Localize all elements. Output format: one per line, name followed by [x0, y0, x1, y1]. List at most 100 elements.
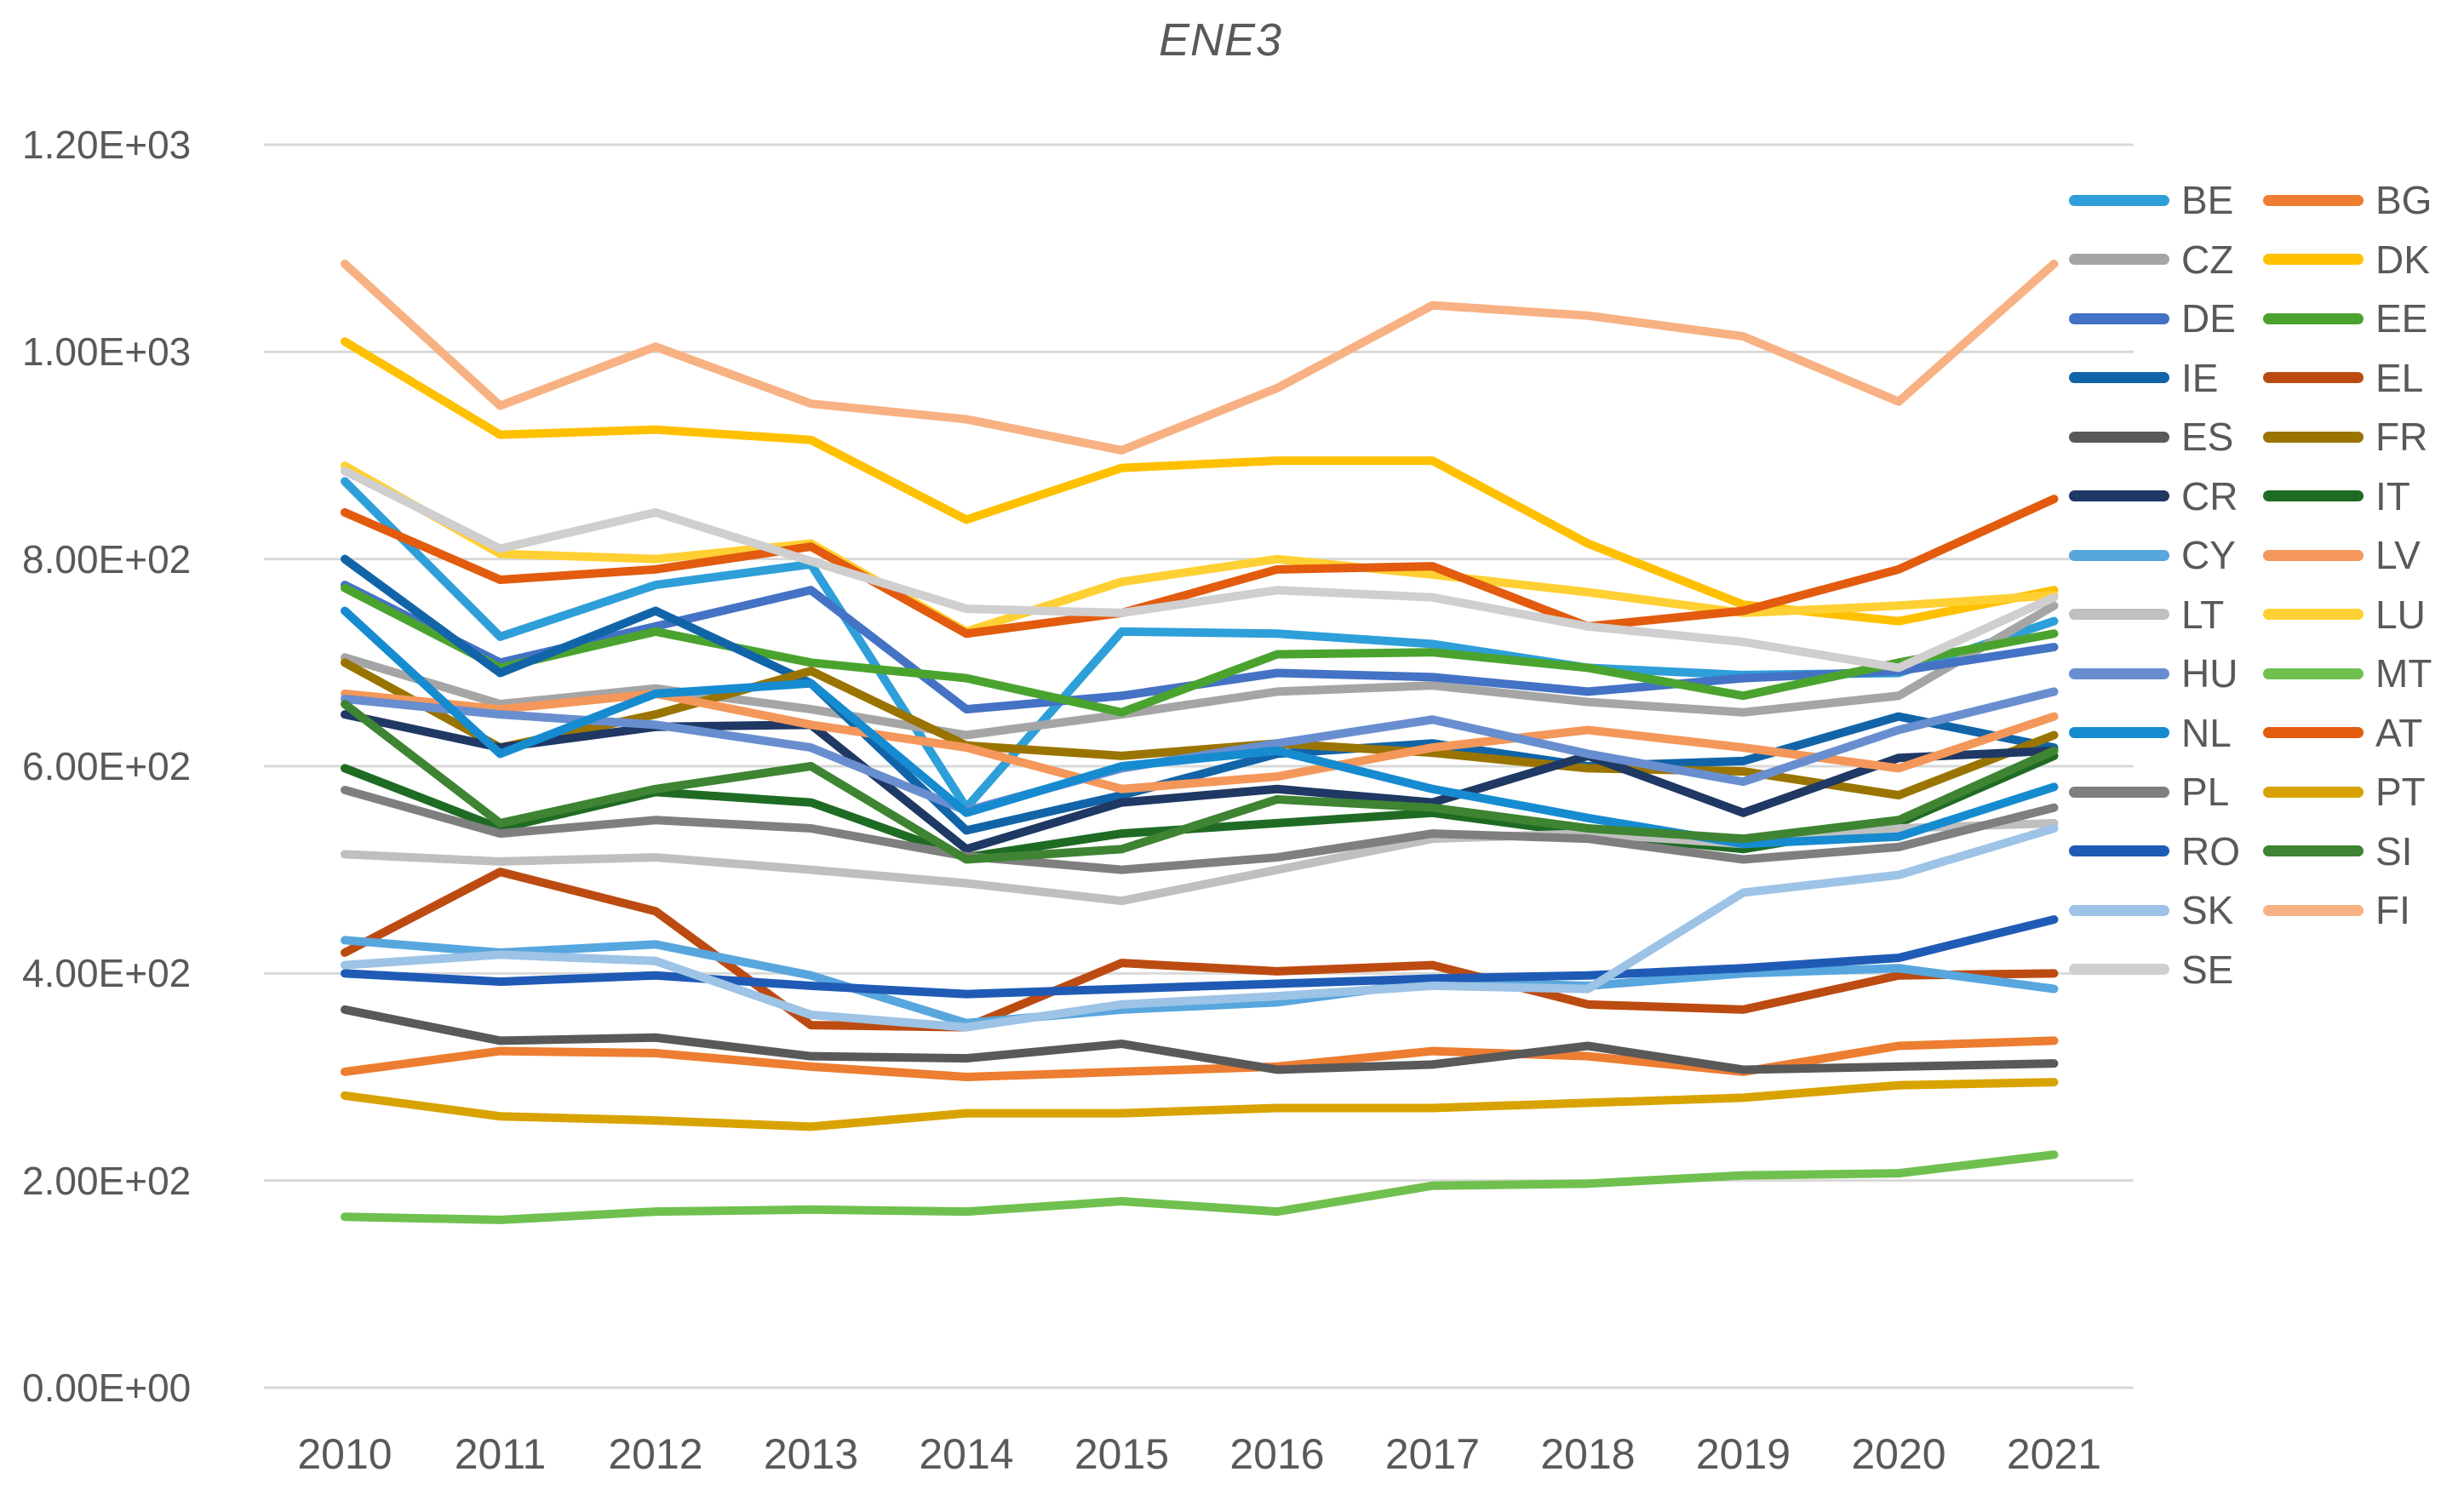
legend-label: DE: [2181, 296, 2236, 341]
y-axis-tick-label: 8.00E+02: [22, 536, 192, 581]
x-axis-tick-label: 2016: [1229, 1430, 1325, 1478]
legend-item-FI: FI: [2263, 888, 2410, 932]
legend-item-SK: SK: [2069, 888, 2233, 932]
legend-swatch-CR: [2069, 490, 2169, 501]
legend-label: SI: [2375, 828, 2413, 873]
x-axis-tick-label: 2019: [1695, 1430, 1791, 1478]
legend-swatch-BE: [2069, 194, 2169, 206]
legend-item-DE: DE: [2069, 296, 2236, 341]
legend-swatch-RO: [2069, 845, 2169, 856]
series-line-PT: [341, 1078, 2059, 1131]
series-line-RO: [341, 915, 2059, 999]
legend-swatch-DK: [2263, 254, 2364, 265]
legend-item-LU: LU: [2263, 593, 2426, 637]
legend-label: LU: [2375, 592, 2426, 637]
legend-item-PT: PT: [2263, 770, 2426, 814]
legend-label: BG: [2375, 178, 2432, 222]
x-axis-tick-label: 2014: [919, 1430, 1014, 1478]
x-axis-tick-label: 2011: [454, 1430, 547, 1478]
series-line-SI: [341, 700, 2059, 864]
legend-label: ES: [2181, 415, 2234, 459]
legend-swatch-IE: [2069, 372, 2169, 383]
legend-label: MT: [2375, 651, 2432, 696]
y-axis-tick-label: 1.00E+03: [22, 329, 192, 375]
legend-swatch-BG: [2263, 194, 2364, 206]
legend-item-SE: SE: [2069, 948, 2233, 992]
legend-item-EL: EL: [2263, 356, 2423, 400]
legend-item-RO: RO: [2069, 829, 2240, 873]
x-axis-tick-label: 2020: [1851, 1430, 1946, 1478]
legend-swatch-LT: [2069, 609, 2169, 620]
legend-swatch-AT: [2263, 727, 2364, 738]
x-axis-tick-label: 2013: [763, 1430, 859, 1478]
series-line-CR: [341, 710, 2059, 854]
legend-swatch-LV: [2263, 549, 2364, 561]
legend-item-FR: FR: [2263, 415, 2427, 459]
x-axis-tick-label: 2010: [297, 1430, 393, 1478]
legend-swatch-LU: [2263, 609, 2364, 620]
series-line-FI: [341, 259, 2059, 455]
legend-swatch-EE: [2263, 312, 2364, 324]
series-line-PL: [341, 785, 2059, 874]
legend-swatch-PT: [2263, 786, 2364, 798]
legend-item-SI: SI: [2263, 829, 2412, 873]
legend-label: PT: [2375, 770, 2426, 814]
legend-item-IE: IE: [2069, 356, 2218, 400]
series-line-MT: [341, 1150, 2059, 1224]
legend-swatch-SK: [2069, 904, 2169, 916]
x-axis-tick-label: 2018: [1540, 1430, 1636, 1478]
legend-swatch-CZ: [2069, 254, 2169, 265]
legend-item-LT: LT: [2069, 593, 2224, 637]
series-line-ES: [341, 1005, 2059, 1074]
series-line-LU: [341, 461, 2059, 636]
legend-label: IT: [2375, 473, 2410, 518]
legend-swatch-PL: [2069, 786, 2169, 798]
series-line-SE: [341, 467, 2059, 673]
legend-label: SE: [2181, 947, 2234, 992]
series-line-AT: [341, 495, 2059, 639]
legend-item-NL: NL: [2069, 711, 2232, 755]
legend-label: RO: [2181, 828, 2240, 873]
legend-swatch-SI: [2263, 845, 2364, 856]
legend-swatch-MT: [2263, 667, 2364, 679]
legend-label: NL: [2181, 710, 2232, 755]
y-axis-tick-label: 0.00E+00: [22, 1366, 192, 1410]
legend-label: CZ: [2181, 237, 2234, 282]
legend-item-BG: BG: [2263, 178, 2432, 222]
chart-title: ENE3: [1158, 14, 1283, 66]
legend-swatch-NL: [2069, 727, 2169, 738]
x-axis-tick-label: 2021: [2006, 1430, 2102, 1478]
legend-item-CY: CY: [2069, 533, 2236, 577]
legend-label: IE: [2181, 355, 2219, 400]
legend-swatch-CY: [2069, 549, 2169, 561]
legend-swatch-EL: [2263, 372, 2364, 383]
legend-swatch-SE: [2069, 964, 2169, 975]
legend-label: CR: [2181, 473, 2238, 518]
legend-label: AT: [2375, 710, 2423, 755]
legend-label: HU: [2181, 651, 2238, 696]
legend-item-EE: EE: [2263, 296, 2427, 341]
legend-label: EL: [2375, 355, 2424, 400]
series-line-NL: [341, 606, 2059, 849]
legend-label: SK: [2181, 888, 2234, 932]
legend-item-AT: AT: [2263, 711, 2422, 755]
legend-swatch-FR: [2263, 431, 2364, 443]
legend-item-BE: BE: [2069, 178, 2233, 222]
legend-item-HU: HU: [2069, 651, 2238, 696]
legend-label: DK: [2375, 237, 2430, 282]
legend-item-MT: MT: [2263, 651, 2432, 696]
legend-swatch-FI: [2263, 904, 2364, 916]
legend-label: BE: [2181, 178, 2234, 222]
legend-item-IT: IT: [2263, 474, 2410, 518]
legend-label: LT: [2181, 592, 2225, 637]
x-axis-tick-label: 2012: [608, 1430, 703, 1478]
legend-swatch-HU: [2069, 667, 2169, 679]
series-line-SK: [341, 824, 2059, 1032]
y-axis-tick-label: 1.20E+03: [22, 123, 192, 167]
legend-swatch-DE: [2069, 312, 2169, 324]
legend-label: CY: [2181, 533, 2236, 577]
series-line-EL: [341, 868, 2059, 1032]
legend-swatch-IT: [2263, 490, 2364, 501]
series-line-CZ: [341, 601, 2059, 740]
